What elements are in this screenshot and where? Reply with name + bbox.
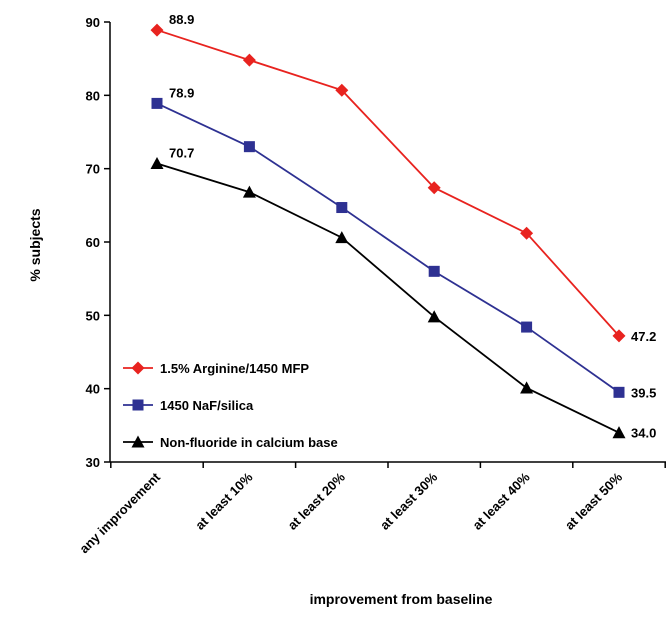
data-label: 34.0 [631, 426, 656, 441]
data-point [150, 23, 164, 37]
series-0 [150, 23, 626, 343]
x-tick-label: at least 30% [377, 469, 441, 533]
legend-label: Non-fluoride in calcium base [160, 435, 338, 450]
legend-marker [132, 399, 144, 411]
y-tick-label: 40 [86, 382, 100, 397]
series-line [156, 102, 620, 394]
x-tick-label: any improvement [76, 469, 163, 556]
data-label: 47.2 [631, 329, 656, 344]
legend-item-1: 1450 NaF/silica [123, 398, 254, 413]
y-tick-label: 50 [86, 308, 100, 323]
x-tick-label: at least 40% [469, 469, 533, 533]
series-1 [151, 97, 625, 398]
data-point [428, 265, 440, 277]
data-point [521, 321, 533, 333]
series-layer [150, 23, 626, 439]
data-point [612, 426, 626, 439]
axes: 30 40 50 60 70 80 90 any improvement at least 10… [76, 15, 666, 556]
data-label: 39.5 [631, 385, 656, 400]
x-tick-label: at least 10% [192, 469, 256, 533]
x-tick-label: at least 50% [562, 469, 626, 533]
x-tick-label: at least 20% [285, 469, 349, 533]
y-tick-label: 60 [86, 235, 100, 250]
data-point [335, 83, 349, 97]
legend-label: 1450 NaF/silica [160, 398, 254, 413]
data-point [335, 231, 349, 244]
data-point [242, 185, 256, 198]
series-line [156, 29, 620, 337]
data-point [243, 141, 255, 153]
data-point [520, 381, 534, 394]
legend-marker [131, 361, 145, 375]
data-label: 78.9 [169, 85, 194, 100]
series-line [156, 162, 620, 434]
legend-item-2: Non-fluoride in calcium base [123, 435, 338, 450]
data-point [150, 157, 164, 170]
data-labels: 88.9 47.2 78.9 39.5 70.7 34.0 [169, 12, 656, 441]
y-tick-label: 30 [86, 455, 100, 470]
data-point [520, 226, 534, 240]
y-axis-title: % subjects [27, 208, 43, 281]
data-point [336, 202, 348, 214]
data-point [427, 310, 441, 323]
x-axis-title: improvement from baseline [310, 591, 493, 607]
legend: 1.5% Arginine/1450 MFP 1450 NaF/silica Non… [123, 361, 338, 450]
data-label: 70.7 [169, 146, 194, 161]
data-point [612, 329, 626, 343]
data-point [242, 53, 256, 67]
y-tick-label: 80 [86, 88, 100, 103]
data-label: 88.9 [169, 12, 194, 27]
y-tick-label: 70 [86, 162, 100, 177]
legend-label: 1.5% Arginine/1450 MFP [160, 361, 309, 376]
data-point [613, 386, 625, 398]
legend-item-0: 1.5% Arginine/1450 MFP [123, 361, 309, 376]
data-point [151, 97, 163, 109]
data-point [427, 181, 441, 195]
legend-marker [131, 435, 145, 448]
series-2 [150, 157, 626, 439]
y-tick-label: 90 [86, 15, 100, 30]
